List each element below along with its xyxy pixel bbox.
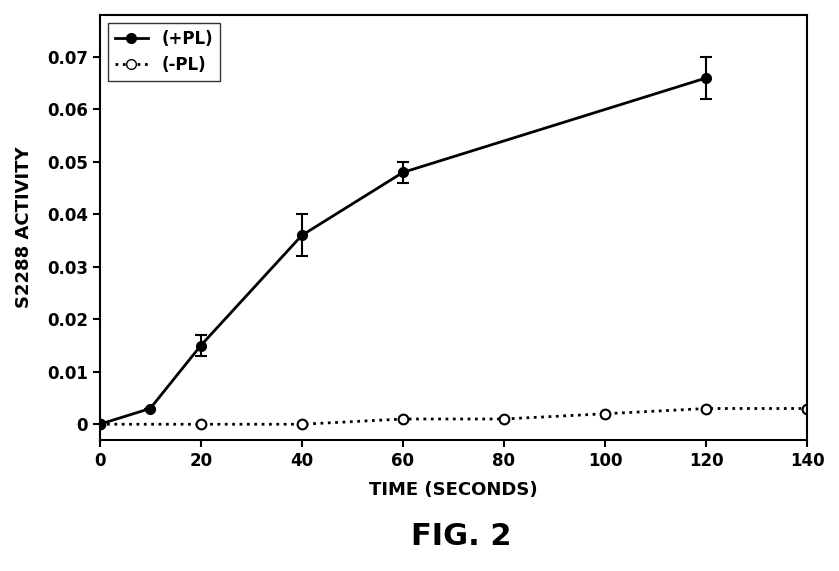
Text: FIG. 2: FIG. 2 [411,522,512,551]
(-PL) [297,421,307,428]
X-axis label: TIME (SECONDS): TIME (SECONDS) [369,481,538,499]
(-PL) [498,416,508,423]
(-PL) [802,405,812,412]
(-PL) [398,416,408,423]
Legend: (+PL), (-PL): (+PL), (-PL) [108,23,220,81]
(-PL) [600,411,610,417]
Line: (-PL): (-PL) [95,404,811,429]
(-PL) [701,405,711,412]
(-PL) [195,421,206,428]
(-PL) [95,421,105,428]
Y-axis label: S2288 ACTIVITY: S2288 ACTIVITY [15,147,33,308]
